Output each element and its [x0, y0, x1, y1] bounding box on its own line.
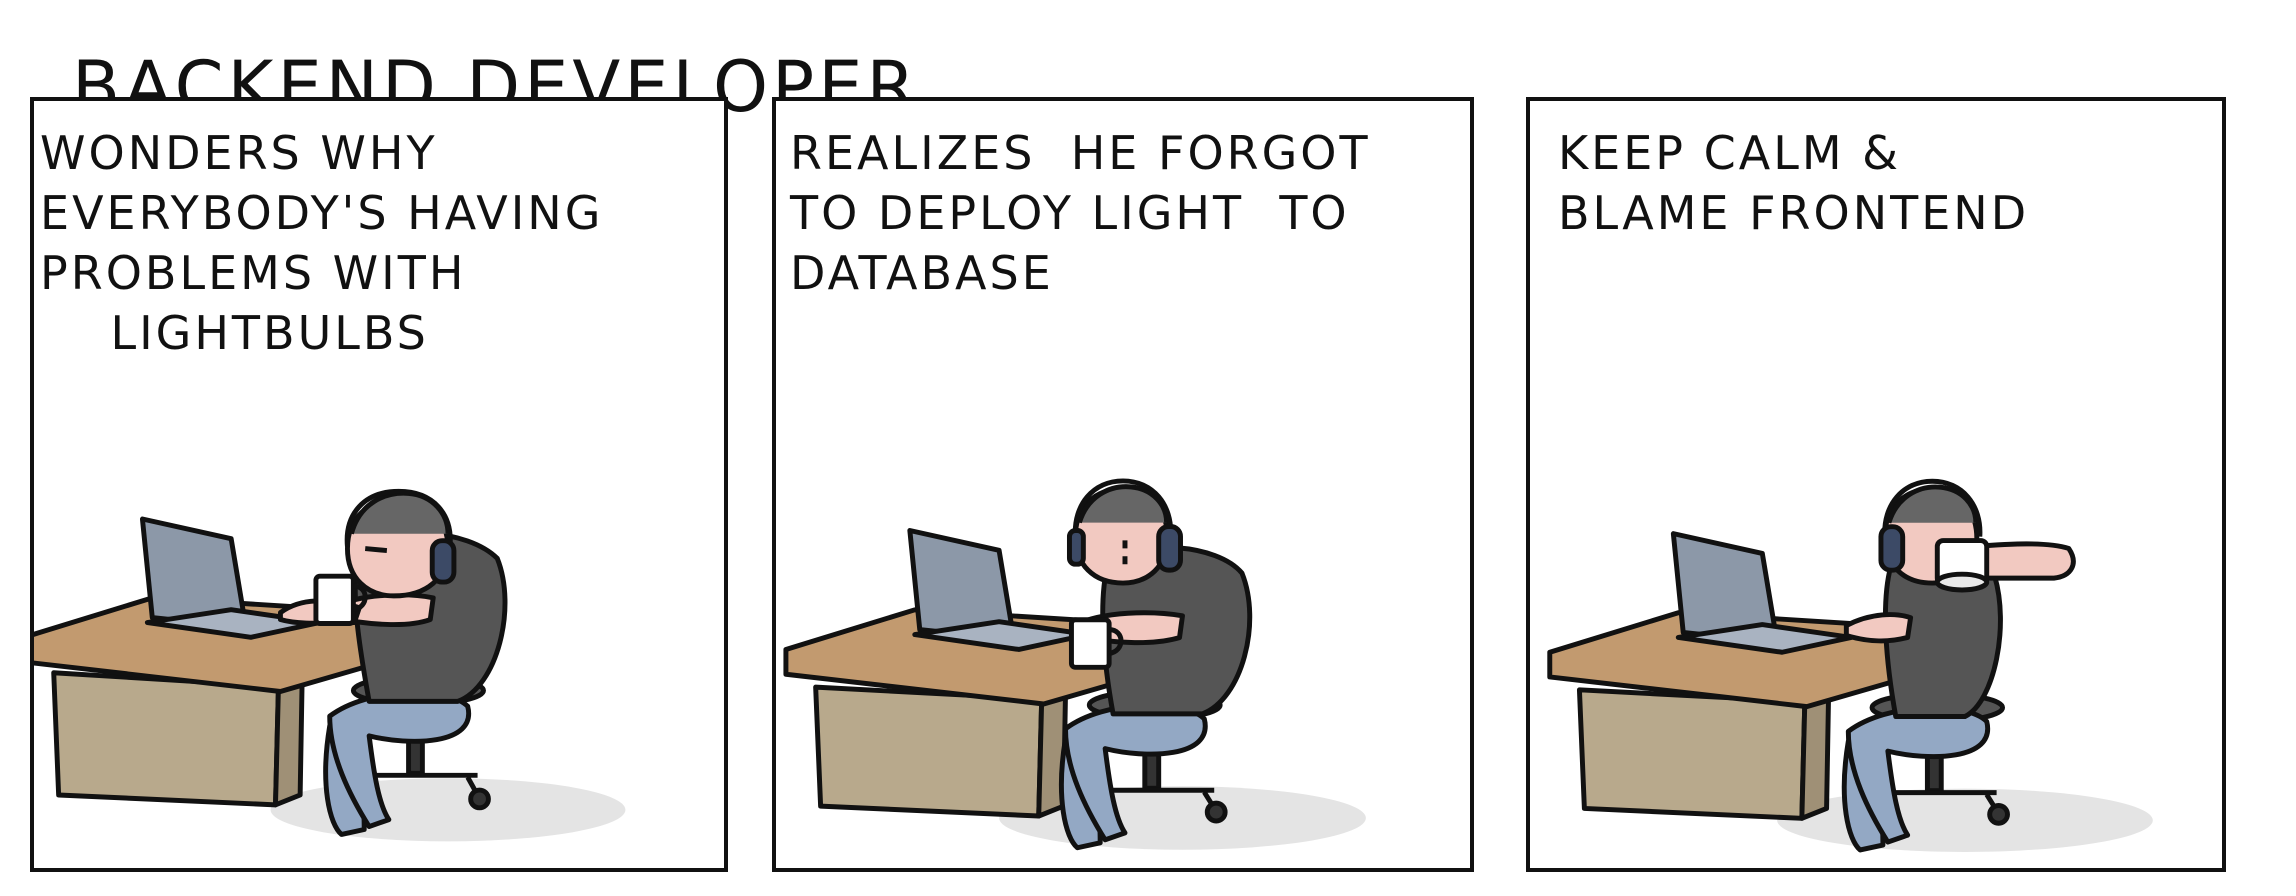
laptop [139, 516, 323, 640]
panel-1-caption: WONDERS WHY EVERYBODY'S HAVING PROBLEMS … [40, 126, 604, 360]
floor-shadow [1777, 788, 2153, 852]
laptop [907, 528, 1091, 652]
comic-panel-1: WONDERS WHY EVERYBODY'S HAVING PROBLEMS … [30, 97, 728, 872]
comic-panel-3: KEEP CALM & BLAME FRONTEND [1526, 97, 2226, 872]
panel-2-scene [783, 478, 1366, 851]
panel-3-caption: KEEP CALM & BLAME FRONTEND [1558, 126, 2030, 240]
panel-1-scene [34, 488, 626, 842]
developer-figure [1058, 478, 1253, 851]
laptop [1670, 531, 1854, 655]
developer-figure [277, 488, 508, 837]
developer-figure [1841, 478, 2076, 853]
panel-2-caption: REALIZES HE FORGOT TO DEPLOY LIGHT TO DA… [790, 126, 1371, 300]
panel-3-scene [1547, 478, 2153, 853]
comic-panel-2: REALIZES HE FORGOT TO DEPLOY LIGHT TO DA… [772, 97, 1474, 872]
